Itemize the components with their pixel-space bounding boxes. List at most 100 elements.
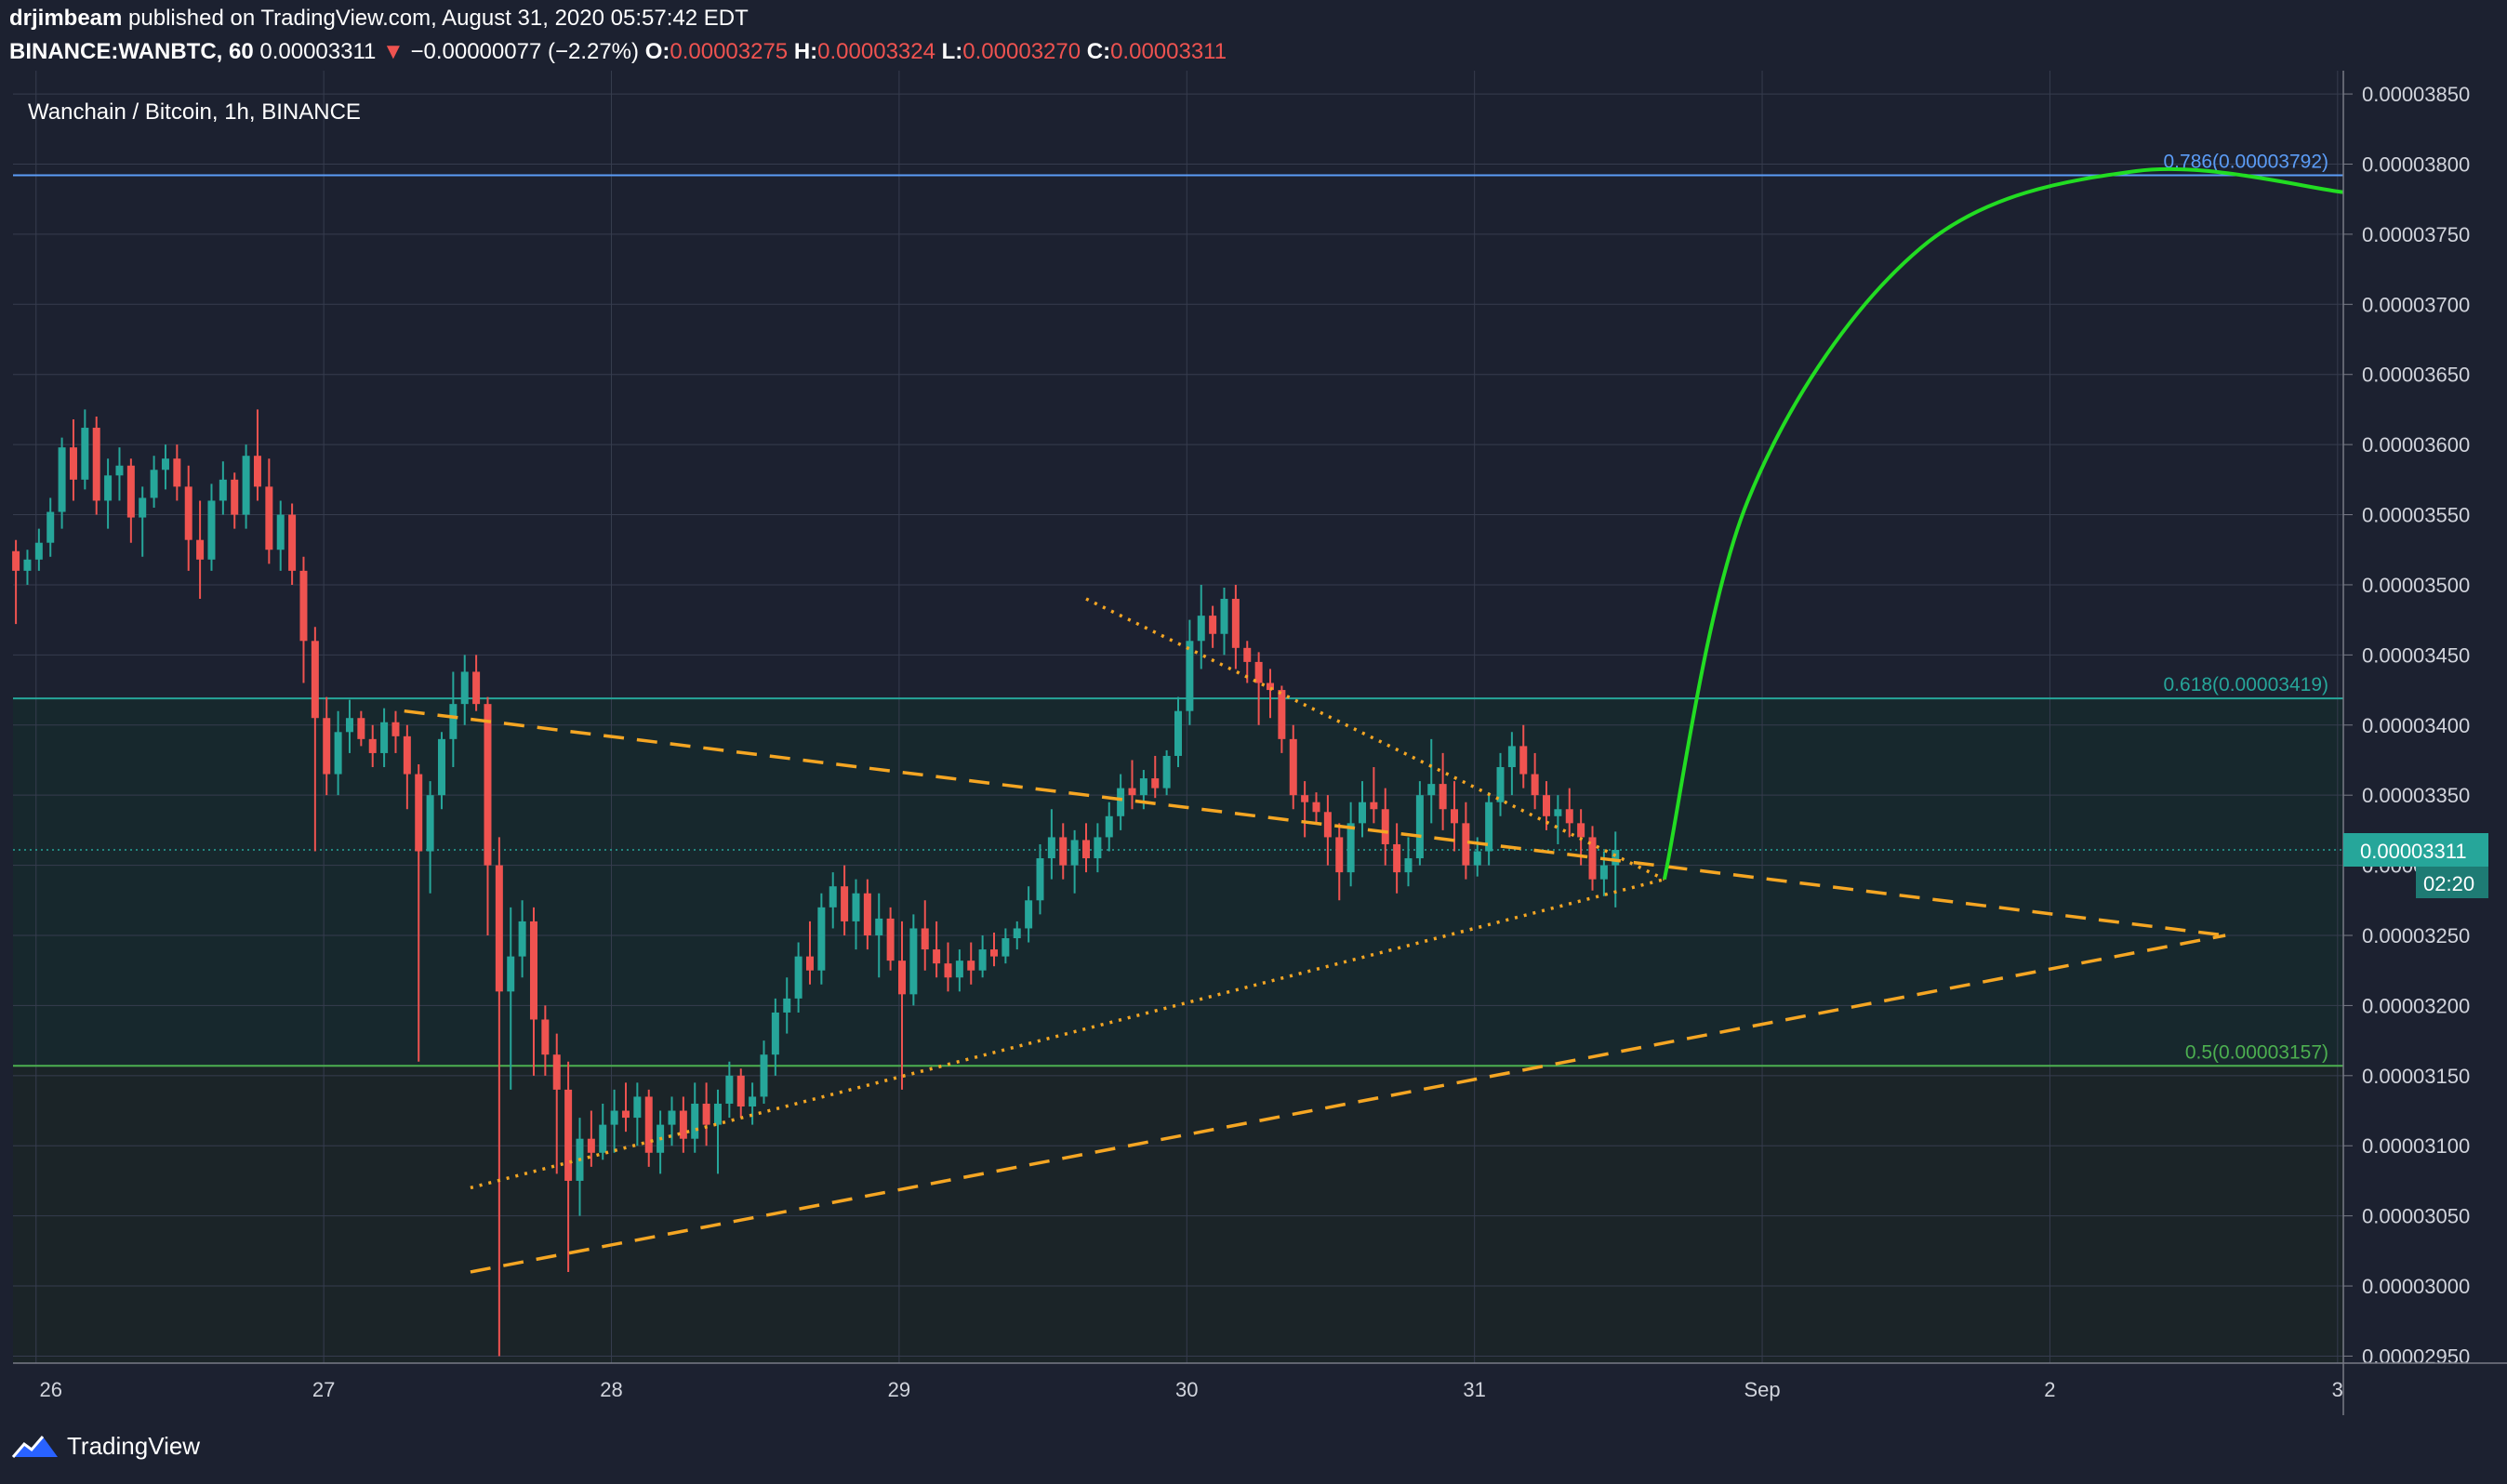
candle-body <box>437 738 445 796</box>
x-tick-label: 2 <box>2044 1378 2055 1401</box>
chart-grid <box>13 71 2343 1363</box>
candle-body <box>955 961 963 978</box>
candle-body <box>1209 616 1217 634</box>
candle-body <box>1462 823 1470 866</box>
publisher-name[interactable]: drjimbeam <box>9 6 123 31</box>
candle-body <box>391 722 400 736</box>
y-tick-label: 0.00003400 <box>2362 714 2470 737</box>
x-tick-label: 29 <box>888 1378 910 1401</box>
candle-body <box>644 1096 653 1153</box>
candle-body <box>415 774 423 852</box>
candle-body <box>1346 823 1355 873</box>
y-tick-label: 0.00003750 <box>2362 223 2470 246</box>
low-label: L: <box>941 39 963 64</box>
candle-body <box>760 1054 768 1097</box>
candle-body <box>1381 809 1389 844</box>
candle-body <box>1139 778 1147 796</box>
candle-body <box>253 456 261 487</box>
candle-body <box>829 886 837 908</box>
candle-body <box>1485 802 1493 852</box>
candle-body <box>334 732 342 775</box>
dotted-trendline <box>470 877 1665 1190</box>
candle-body <box>1599 865 1608 880</box>
candle-body <box>1267 682 1275 691</box>
y-tick-label: 0.00003800 <box>2362 152 2470 176</box>
candle-body <box>495 865 503 992</box>
candle-body <box>23 559 32 571</box>
candle-body <box>1081 840 1090 859</box>
candle-body <box>81 428 89 480</box>
candle-body <box>1278 690 1286 739</box>
candle-body <box>92 428 100 501</box>
candle-body <box>1047 837 1055 859</box>
triangle-pattern <box>404 597 2226 1274</box>
candle-body <box>460 671 469 705</box>
dashed-trendline <box>404 709 2226 937</box>
candle-body <box>1001 938 1010 957</box>
candle-body <box>139 497 147 518</box>
candles <box>12 409 1620 1357</box>
candle-body <box>1105 815 1113 838</box>
candle-body <box>1094 837 1102 859</box>
y-tick-label: 0.00003200 <box>2362 994 2470 1017</box>
axes: 0.00002950 0.00003000 0.00003050 0.00003100… <box>13 71 2507 1415</box>
y-tick-label: 0.00003850 <box>2362 83 2470 106</box>
candle-body <box>1059 837 1068 866</box>
y-tick-label: 0.00003100 <box>2362 1134 2470 1158</box>
candle-body <box>1543 795 1551 816</box>
candle-body <box>380 722 389 753</box>
candle-body <box>841 886 849 921</box>
y-tick-label: 0.00003650 <box>2362 364 2470 387</box>
candle-body <box>978 949 987 971</box>
candle-body <box>668 1110 676 1125</box>
candle-body <box>1359 802 1367 824</box>
candle-body <box>518 921 526 957</box>
candle-body <box>115 465 124 476</box>
fib-label: 0.5(0.00003157) <box>2185 1041 2328 1063</box>
y-tick-label: 0.00003000 <box>2362 1275 2470 1298</box>
candle-body <box>679 1110 687 1139</box>
candle-body <box>1128 788 1136 796</box>
candle-body <box>1496 767 1505 802</box>
candle-body <box>403 735 411 775</box>
candle-body <box>1370 802 1378 810</box>
tradingview-icon <box>11 1435 58 1458</box>
fib-label: 0.786(0.00003792) <box>2164 152 2329 173</box>
candle-body <box>529 921 537 1020</box>
candle-body <box>69 447 77 480</box>
y-tick-label: 0.00003450 <box>2362 643 2470 667</box>
y-tick-label: 0.00003150 <box>2362 1065 2470 1088</box>
price-change: −0.00000077 (−2.27%) <box>410 39 640 64</box>
candle-body <box>196 539 205 560</box>
candle-body <box>599 1124 607 1153</box>
tradingview-logo[interactable]: TradingView <box>11 1432 200 1461</box>
candle-body <box>1312 802 1320 813</box>
candle-body <box>276 514 285 550</box>
symbol-label: BINANCE:WANBTC, 60 <box>9 39 254 64</box>
candle-body <box>231 479 239 515</box>
candle-body <box>933 949 941 964</box>
countdown-label: 02:20 <box>2423 872 2474 895</box>
y-tick-label: 0.00003250 <box>2362 924 2470 947</box>
candle-body <box>46 511 55 543</box>
candle-body <box>909 928 918 995</box>
candle-body <box>126 465 135 518</box>
candle-body <box>944 963 952 978</box>
y-tick-label: 0.00003700 <box>2362 293 2470 316</box>
candle-body <box>1036 858 1044 901</box>
candle-body <box>12 550 20 571</box>
candle-body <box>1013 928 1021 939</box>
candle-body <box>852 893 860 921</box>
x-tick-label: 26 <box>40 1378 62 1401</box>
candle-body <box>207 500 216 560</box>
chart-bands <box>13 698 2343 1363</box>
candle-body <box>58 447 66 512</box>
candle-body <box>1427 784 1436 796</box>
y-tick-label: 0.00003350 <box>2362 784 2470 807</box>
publish-info: drjimbeam published on TradingView.com, … <box>9 6 749 32</box>
candle-body <box>1174 710 1182 756</box>
x-tick-label: 28 <box>600 1378 622 1401</box>
candle-body <box>1323 812 1332 838</box>
x-tick-label: 3 <box>2332 1378 2343 1401</box>
